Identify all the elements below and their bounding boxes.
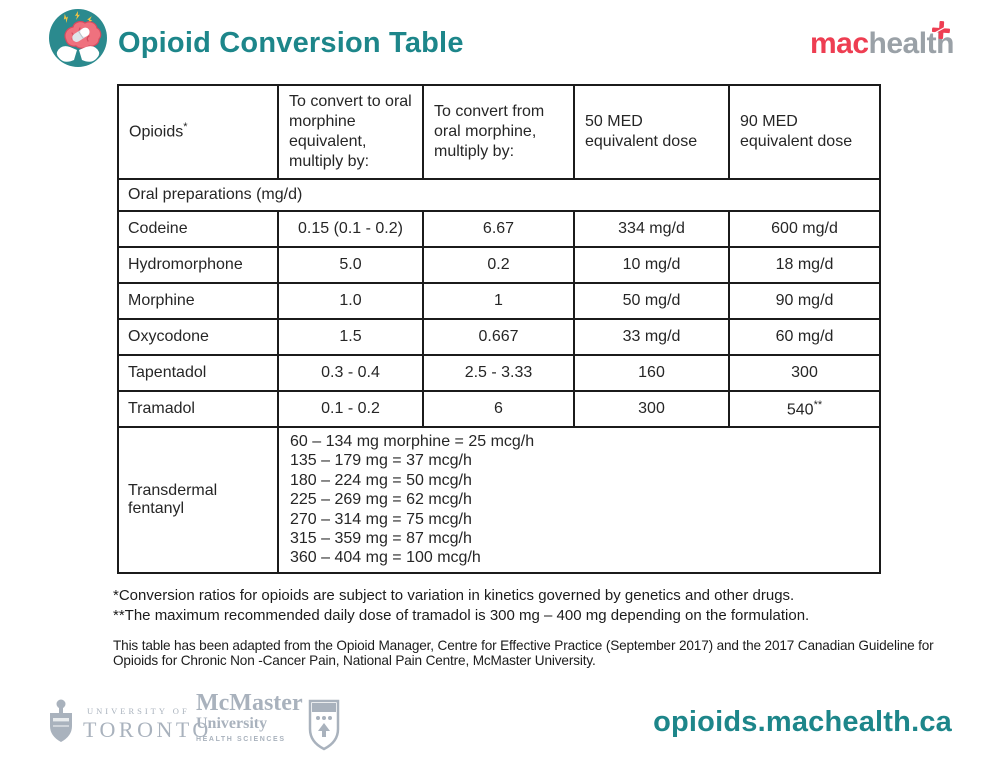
column-header: 50 MED equivalent dose [573,84,730,180]
value-cell: 50 mg/d [573,282,730,320]
fentanyl-line: 225 – 269 mg = 62 mcg/h [290,491,472,509]
value-cell: 60 mg/d [728,318,881,356]
value-cell: 334 mg/d [573,210,730,248]
value-cell: 300 [573,390,730,428]
column-header: 90 MED equivalent dose [728,84,881,180]
mcmaster-shield-icon [308,699,340,751]
drug-name-cell: Codeine [117,210,279,248]
value-cell: 0.15 (0.1 - 0.2) [277,210,424,248]
opioid-conversion-table: Opioids* To convert to oral morphine equi… [117,84,881,574]
mcmaster-label-name: McMaster [196,690,303,716]
fentanyl-row: Transdermal fentanyl 60 – 134 mg morphin… [117,426,881,574]
value-cell: 0.667 [422,318,575,356]
section-row-label: Oral preparations (mg/d) [117,178,881,212]
section-row: Oral preparations (mg/d) [117,178,881,212]
table-row: Oxycodone 1.5 0.667 33 mg/d 60 mg/d [117,318,881,356]
university-of-toronto-logo: UNIVERSITY OF TORONTO [48,698,212,746]
table-row: Morphine 1.0 1 50 mg/d 90 mg/d [117,282,881,320]
drug-name-cell: Tapentadol [117,354,279,392]
value-cell: 160 [573,354,730,392]
value-cell: 18 mg/d [728,246,881,284]
uoft-label-toronto: TORONTO [83,717,212,742]
drug-name-cell: Oxycodone [117,318,279,356]
value-cell: 90 mg/d [728,282,881,320]
table-row: Tapentadol 0.3 - 0.4 2.5 - 3.33 160 300 [117,354,881,392]
value-cell: 0.2 [422,246,575,284]
table-row: Codeine 0.15 (0.1 - 0.2) 6.67 334 mg/d 600 m… [117,210,881,248]
plus-icon [931,15,951,40]
fentanyl-line: 270 – 314 mg = 75 mcg/h [290,510,472,528]
value-cell: 300 [728,354,881,392]
uoft-label-university-of: UNIVERSITY OF [87,706,190,716]
site-url-link[interactable]: opioids.machealth.ca [653,706,952,738]
value-cell: 1 [422,282,575,320]
table-header-row: Opioids* To convert to oral morphine equi… [117,84,881,180]
brain-pill-hands-icon [48,8,108,68]
value-cell: 540** [728,390,881,428]
value-cell: 33 mg/d [573,318,730,356]
fentanyl-line: 180 – 224 mg = 50 mcg/h [290,471,472,489]
uoft-crest-icon [48,698,74,746]
value-cell: 1.0 [277,282,424,320]
machealth-logo-mac: mac [810,27,869,60]
value-cell: 1.5 [277,318,424,356]
page-title: Opioid Conversion Table [118,27,464,59]
fentanyl-conversion-cell: 60 – 134 mg morphine = 25 mcg/h 135 – 179… [277,426,881,574]
value-cell: 600 mg/d [728,210,881,248]
value-cell: 6.67 [422,210,575,248]
column-header: Opioids* [117,84,279,180]
drug-name-cell: Tramadol [117,390,279,428]
drug-name-cell: Morphine [117,282,279,320]
column-header: To convert to oral morphine equivalent, … [277,84,424,180]
machealth-logo: machealth [810,20,954,60]
mcmaster-label-health-sciences: HEALTH SCIENCES [196,736,286,744]
value-cell: 0.1 - 0.2 [277,390,424,428]
value-cell: 5.0 [277,246,424,284]
fentanyl-conversion-lines: 60 – 134 mg morphine = 25 mcg/h 135 – 179… [279,428,879,572]
mcmaster-university-logo: McMaster University HEALTH SCIENCES [196,691,340,751]
drug-name-cell: Transdermal fentanyl [117,426,279,574]
fentanyl-line: 135 – 179 mg = 37 mcg/h [290,452,472,470]
value-cell: 10 mg/d [573,246,730,284]
table-row: Hydromorphone 5.0 0.2 10 mg/d 18 mg/d [117,246,881,284]
value-cell: 2.5 - 3.33 [422,354,575,392]
table-row: Tramadol 0.1 - 0.2 6 300 540** [117,390,881,428]
table-data-rows: Codeine 0.15 (0.1 - 0.2) 6.67 334 mg/d 600 m… [117,210,881,428]
column-header: To convert from oral morphine, multiply … [422,84,575,180]
mcmaster-label-university: University [196,715,268,732]
fentanyl-line: 315 – 359 mg = 87 mcg/h [290,530,472,548]
adaptation-note: This table has been adapted from the Opi… [113,638,934,668]
footnote-tramadol-max-dose: **The maximum recommended daily dose of … [113,607,810,624]
fentanyl-line: 360 – 404 mg = 100 mcg/h [290,549,481,567]
footnote-conversion-ratios: *Conversion ratios for opioids are subje… [113,587,795,604]
value-cell: 0.3 - 0.4 [277,354,424,392]
fentanyl-line: 60 – 134 mg morphine = 25 mcg/h [290,433,535,450]
value-cell: 6 [422,390,575,428]
drug-name-cell: Hydromorphone [117,246,279,284]
